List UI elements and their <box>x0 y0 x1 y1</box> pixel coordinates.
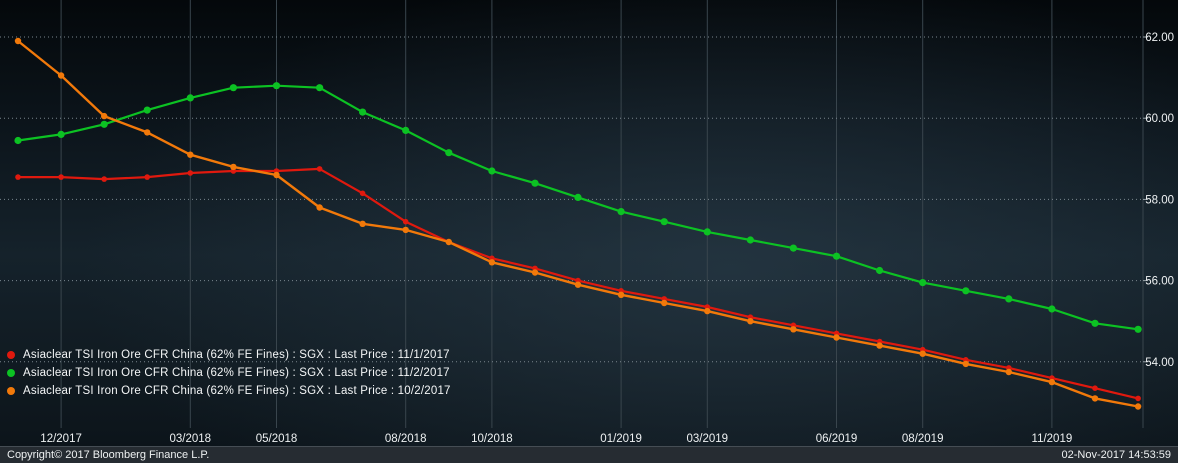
svg-text:06/2019: 06/2019 <box>816 433 858 445</box>
svg-text:56.00: 56.00 <box>1145 276 1174 288</box>
chart-legend: Asiaclear TSI Iron Ore CFR China (62% FE… <box>7 346 451 400</box>
svg-text:12/2017: 12/2017 <box>40 433 82 445</box>
horizontal-gridlines <box>0 36 1148 363</box>
timestamp-text: 02-Nov-2017 14:53:59 <box>1061 449 1171 461</box>
status-bar: Copyright© 2017 Bloomberg Finance L.P. 0… <box>0 446 1178 463</box>
legend-swatch-icon <box>7 387 15 395</box>
legend-label: Asiaclear TSI Iron Ore CFR China (62% FE… <box>23 385 451 397</box>
series-line-2 <box>14 37 1142 410</box>
svg-text:03/2018: 03/2018 <box>170 433 212 445</box>
legend-swatch-icon <box>7 351 15 359</box>
series-line-1 <box>14 82 1142 333</box>
legend-label: Asiaclear TSI Iron Ore CFR China (62% FE… <box>23 367 450 379</box>
svg-text:05/2018: 05/2018 <box>256 433 298 445</box>
svg-text:08/2019: 08/2019 <box>902 433 944 445</box>
svg-text:54.00: 54.00 <box>1145 357 1174 369</box>
legend-swatch-icon <box>7 369 15 377</box>
x-axis-labels: 12/2017 03/2018 05/2018 08/2018 10/2018 01/20… <box>40 433 1072 445</box>
copyright-text: Copyright© 2017 Bloomberg Finance L.P. <box>7 449 210 461</box>
svg-text:08/2018: 08/2018 <box>385 433 427 445</box>
svg-text:58.00: 58.00 <box>1145 194 1174 206</box>
svg-text:01/2019: 01/2019 <box>600 433 642 445</box>
svg-text:10/2018: 10/2018 <box>471 433 513 445</box>
svg-text:11/2019: 11/2019 <box>1032 433 1073 445</box>
svg-text:60.00: 60.00 <box>1145 113 1174 125</box>
legend-item[interactable]: Asiaclear TSI Iron Ore CFR China (62% FE… <box>7 346 451 364</box>
svg-text:62.00: 62.00 <box>1145 32 1174 44</box>
price-chart[interactable]: 62.00 60.00 58.00 56.00 54.00 12/2017 03/2018 0… <box>0 0 1178 446</box>
legend-item[interactable]: Asiaclear TSI Iron Ore CFR China (62% FE… <box>7 364 451 382</box>
svg-text:03/2019: 03/2019 <box>687 433 729 445</box>
y-axis-labels: 62.00 60.00 58.00 56.00 54.00 <box>1145 32 1174 369</box>
legend-item[interactable]: Asiaclear TSI Iron Ore CFR China (62% FE… <box>7 382 451 400</box>
legend-label: Asiaclear TSI Iron Ore CFR China (62% FE… <box>23 349 450 361</box>
